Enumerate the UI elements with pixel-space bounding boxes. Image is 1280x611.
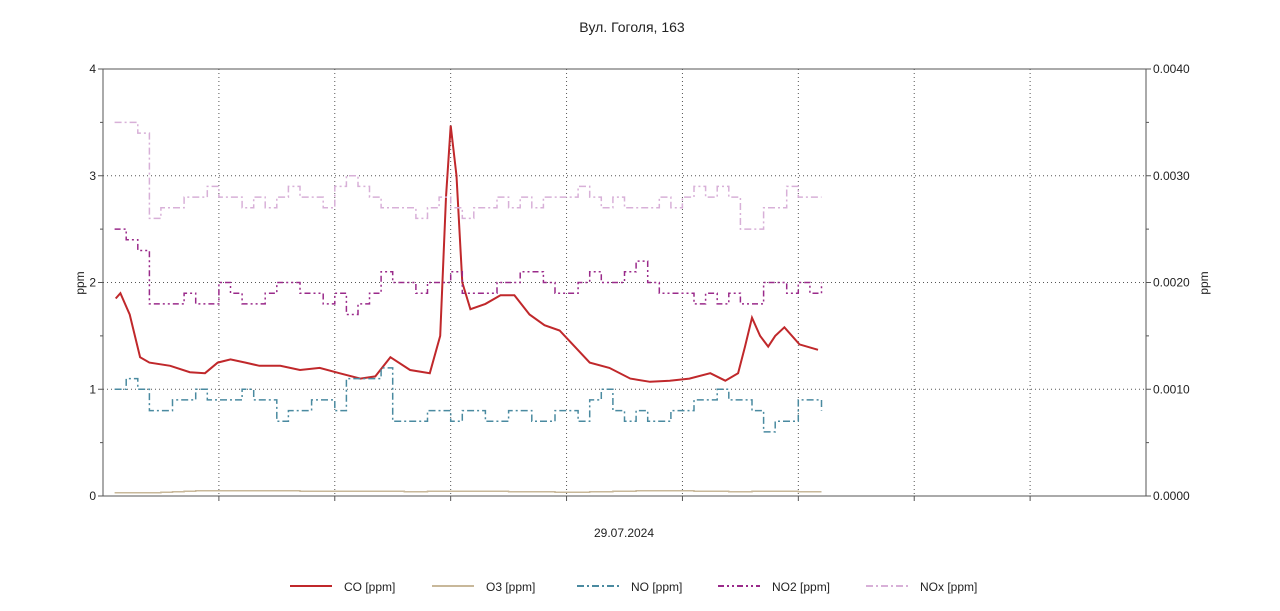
- series-line-no: [114, 367, 823, 433]
- y-tick-label-right: 0.0030: [1153, 169, 1190, 183]
- series-lines: [114, 121, 823, 494]
- y-tick-label-left: 0: [89, 489, 96, 503]
- series-line-no2: [114, 228, 823, 316]
- y-tick-label-left: 3: [89, 169, 96, 183]
- y-axis-label-right: ppm: [1197, 271, 1211, 294]
- y-tick-label-left: 4: [89, 62, 96, 76]
- legend-label-co: CO [ppm]: [344, 580, 395, 594]
- y-tick-label-right: 0.0000: [1153, 489, 1190, 503]
- y-tick-label-right: 0.0040: [1153, 62, 1190, 76]
- series-line-nox: [114, 121, 822, 230]
- y-tick-label-right: 0.0010: [1153, 382, 1190, 396]
- legend: CO [ppm] O3 [ppm] NO [ppm] NO2 [ppm] NOx [pp…: [290, 580, 977, 594]
- chart-title: Вул. Гоголя, 163: [579, 19, 685, 35]
- legend-label-no2: NO2 [ppm]: [772, 580, 830, 594]
- legend-label-nox: NOx [ppm]: [920, 580, 977, 594]
- axes: 0 0.0000 1 0.0010 2 0.0020 3 0.0030 4 0.0040: [89, 62, 1190, 503]
- series-line-o3: [114, 489, 822, 494]
- y-tick-label-left: 2: [89, 276, 96, 290]
- legend-label-o3: O3 [ppm]: [486, 580, 535, 594]
- y-axis-label-left: ppm: [73, 271, 87, 294]
- series-line-co: [114, 125, 819, 383]
- x-axis-label: 29.07.2024: [594, 526, 654, 540]
- y-tick-label-left: 1: [89, 382, 96, 396]
- y-tick-label-right: 0.0020: [1153, 276, 1190, 290]
- legend-label-no: NO [ppm]: [631, 580, 682, 594]
- grid: [103, 69, 1146, 496]
